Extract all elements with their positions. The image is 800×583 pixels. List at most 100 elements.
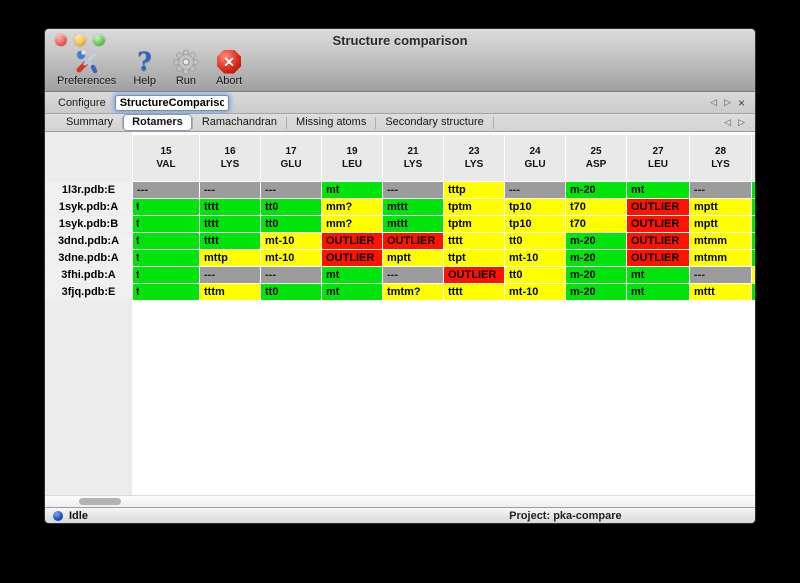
table-cell[interactable]: mt	[627, 182, 689, 198]
table-cell[interactable]: mptt	[690, 216, 751, 232]
column-header-25[interactable]: 25 ASP	[566, 135, 626, 181]
column-header-23[interactable]: 23 LYS	[444, 135, 504, 181]
row-label[interactable]: 3dne.pdb:A	[45, 250, 132, 266]
table-cell[interactable]: OUTLIER	[627, 250, 689, 266]
tab-secondary-structure[interactable]: Secondary structure	[385, 116, 484, 128]
table-cell[interactable]: tt0	[261, 199, 321, 215]
abort-button[interactable]: ✕ Abort	[216, 48, 242, 87]
table-cell[interactable]: tttt	[200, 199, 260, 215]
table-cell[interactable]: t70	[566, 216, 626, 232]
table-cell[interactable]: tt0	[261, 216, 321, 232]
row-label[interactable]: 1l3r.pdb:E	[45, 182, 132, 198]
table-cell[interactable]: mt-10	[261, 250, 321, 266]
table-cell-partial[interactable]	[752, 199, 755, 215]
row-label[interactable]: 3fhi.pdb:A	[45, 267, 132, 283]
table-cell[interactable]: mt	[322, 182, 382, 198]
close-config-icon[interactable]: ×	[737, 95, 745, 110]
table-cell[interactable]: mt	[627, 284, 689, 300]
table-cell[interactable]: mttt	[690, 284, 751, 300]
table-cell[interactable]: t	[133, 267, 199, 283]
prev-config-icon[interactable]: ◁	[710, 97, 718, 107]
tab-ramachandran[interactable]: Ramachandran	[201, 116, 278, 128]
table-cell[interactable]: mttt	[383, 199, 443, 215]
table-cell[interactable]: ---	[261, 267, 321, 283]
table-cell-partial[interactable]	[752, 267, 755, 283]
next-tab-icon[interactable]: ▷	[738, 117, 745, 127]
zoom-window-button[interactable]	[93, 34, 105, 46]
table-cell[interactable]: tttt	[444, 284, 504, 300]
table-cell-partial[interactable]	[752, 182, 755, 198]
minimize-window-button[interactable]	[74, 34, 86, 46]
scrollbar-thumb[interactable]	[79, 498, 121, 505]
table-cell[interactable]: tttt	[444, 233, 504, 249]
table-cell[interactable]: mt	[322, 284, 382, 300]
table-cell[interactable]: mttp	[200, 250, 260, 266]
table-cell[interactable]: ---	[690, 182, 751, 198]
preferences-button[interactable]: Preferences	[57, 48, 116, 87]
table-cell[interactable]: tttp	[444, 182, 504, 198]
table-cell[interactable]: OUTLIER	[322, 250, 382, 266]
table-cell[interactable]: OUTLIER	[627, 233, 689, 249]
prev-tab-icon[interactable]: ◁	[724, 117, 732, 127]
column-header-27[interactable]: 27 LEU	[627, 135, 689, 181]
column-header-21[interactable]: 21 LYS	[383, 135, 443, 181]
table-cell[interactable]: mt	[322, 267, 382, 283]
table-cell-partial[interactable]	[752, 284, 755, 300]
table-cell[interactable]: tt0	[505, 233, 565, 249]
column-header-16[interactable]: 16 LYS	[200, 135, 260, 181]
table-cell[interactable]: t70	[566, 199, 626, 215]
row-label[interactable]: 1syk.pdb:B	[45, 216, 132, 232]
table-cell[interactable]: OUTLIER	[383, 233, 443, 249]
table-cell[interactable]: OUTLIER	[627, 199, 689, 215]
tab-summary[interactable]: Summary	[66, 116, 114, 128]
table-cell[interactable]: m-20	[566, 182, 626, 198]
close-window-button[interactable]	[55, 34, 67, 46]
table-cell[interactable]: mttt	[383, 216, 443, 232]
table-cell[interactable]: ---	[261, 182, 321, 198]
table-cell[interactable]: m-20	[566, 233, 626, 249]
table-cell[interactable]: t	[133, 199, 199, 215]
titlebar[interactable]: Structure comparison	[45, 29, 755, 51]
table-cell[interactable]: mtmm	[690, 250, 751, 266]
table-cell[interactable]: ---	[200, 267, 260, 283]
table-cell[interactable]: tt0	[261, 284, 321, 300]
table-cell[interactable]: mt-10	[261, 233, 321, 249]
table-cell[interactable]: ---	[383, 267, 443, 283]
table-cell[interactable]: mptt	[383, 250, 443, 266]
table-cell[interactable]: tttt	[200, 216, 260, 232]
table-cell[interactable]: mtmm	[690, 233, 751, 249]
table-cell[interactable]: mm?	[322, 199, 382, 215]
table-cell[interactable]: ---	[133, 182, 199, 198]
table-cell[interactable]: mt	[627, 267, 689, 283]
table-cell[interactable]: tptm	[444, 199, 504, 215]
help-button[interactable]: ? Help	[133, 48, 156, 87]
table-cell[interactable]: ---	[200, 182, 260, 198]
table-cell[interactable]: mptt	[690, 199, 751, 215]
table-cell[interactable]: OUTLIER	[322, 233, 382, 249]
table-cell[interactable]: tttt	[200, 233, 260, 249]
table-cell[interactable]: tmtm?	[383, 284, 443, 300]
row-label[interactable]: 3fjq.pdb:E	[45, 284, 132, 300]
table-cell[interactable]: m-20	[566, 250, 626, 266]
table-cell-partial[interactable]	[752, 216, 755, 232]
table-cell[interactable]: OUTLIER	[444, 267, 504, 283]
table-cell[interactable]: t	[133, 284, 199, 300]
table-cell[interactable]: ttpt	[444, 250, 504, 266]
table-cell[interactable]: tt0	[505, 267, 565, 283]
tab-missing-atoms[interactable]: Missing atoms	[296, 116, 367, 128]
table-cell-partial[interactable]	[752, 250, 755, 266]
table-cell[interactable]: OUTLIER	[627, 216, 689, 232]
tab-rotamers[interactable]: Rotamers	[123, 114, 192, 131]
next-config-icon[interactable]: ▷	[724, 97, 731, 107]
column-header-28[interactable]: 28 LYS	[690, 135, 751, 181]
column-header-24[interactable]: 24 GLU	[505, 135, 565, 181]
column-header-15[interactable]: 15 VAL	[133, 135, 199, 181]
table-cell[interactable]: ---	[690, 267, 751, 283]
table-cell[interactable]: t	[133, 233, 199, 249]
table-cell[interactable]: m-20	[566, 267, 626, 283]
table-cell-partial[interactable]	[752, 233, 755, 249]
row-label[interactable]: 1syk.pdb:A	[45, 199, 132, 215]
table-cell[interactable]: mm?	[322, 216, 382, 232]
table-cell[interactable]: tttm	[200, 284, 260, 300]
run-button[interactable]: Run	[173, 48, 199, 87]
